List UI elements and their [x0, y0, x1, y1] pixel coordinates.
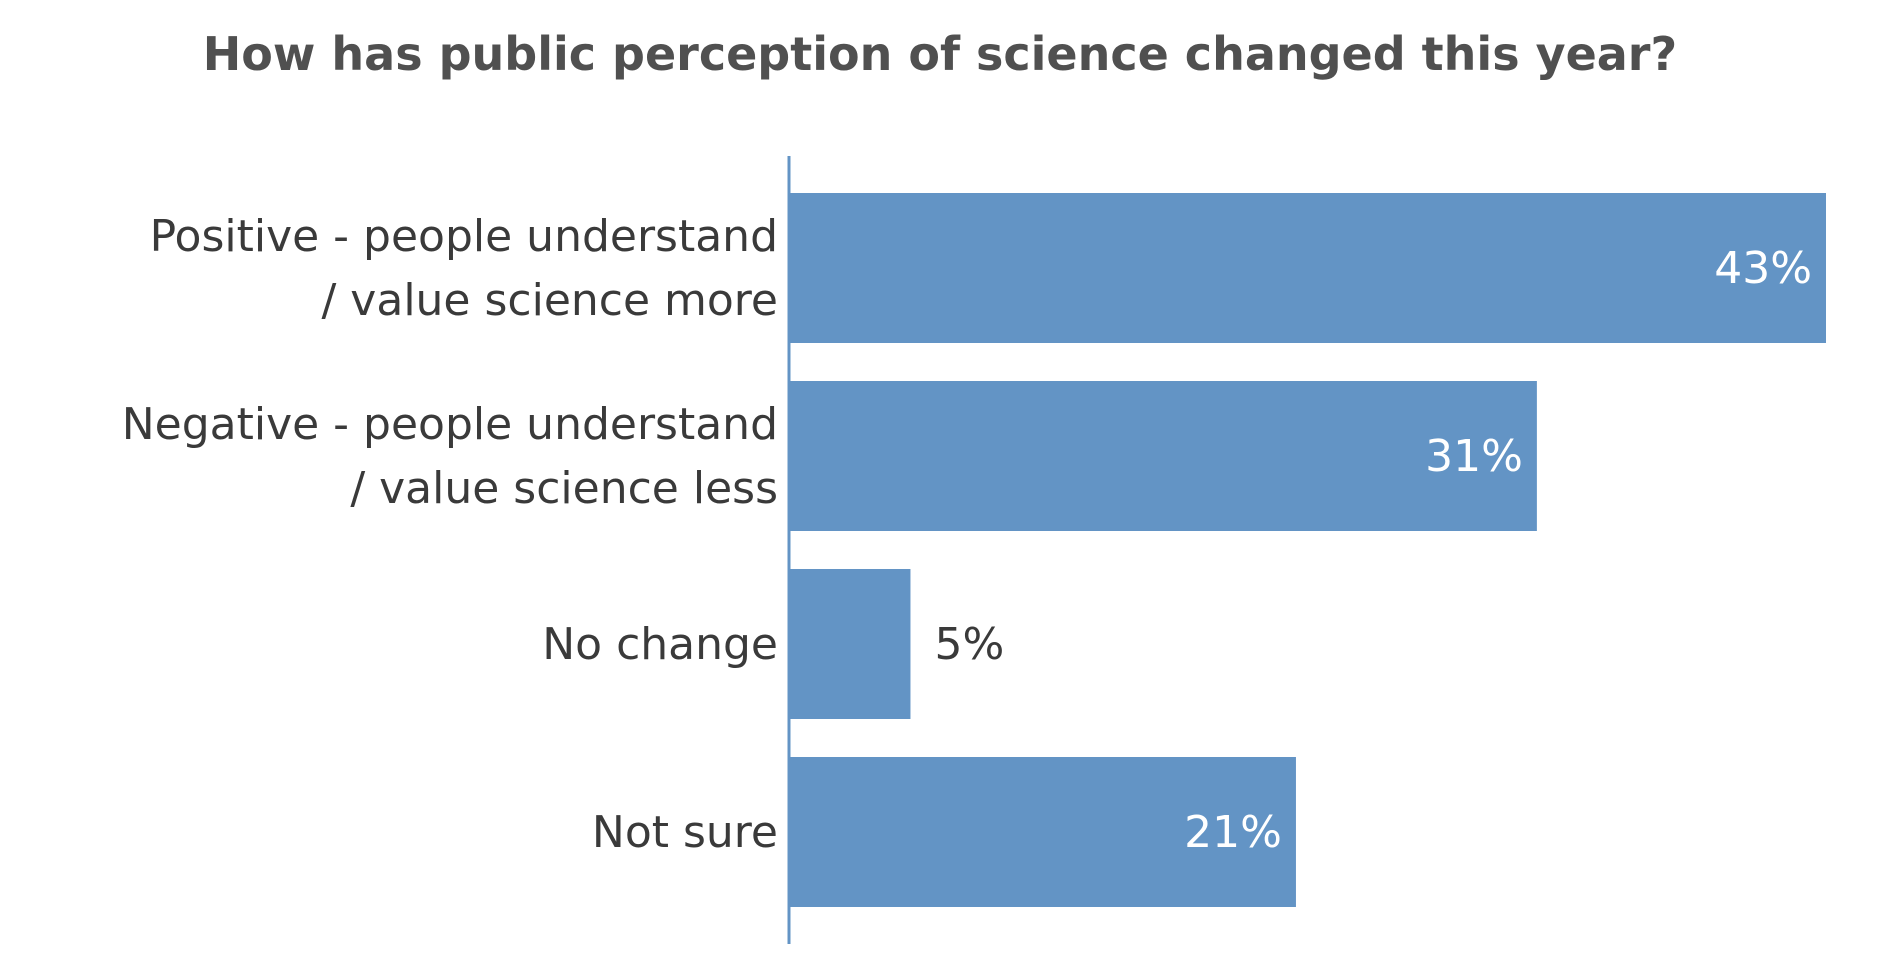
- category-label-line: No change: [542, 619, 778, 670]
- category-label-2: No change: [542, 619, 778, 670]
- bar-1: [790, 381, 1537, 531]
- category-label-line: / value science more: [322, 275, 779, 326]
- bars-group: Positive - people understand / value scie…: [122, 193, 1826, 907]
- bar-2: [790, 569, 911, 719]
- category-label-1: Negative - people understand / value scie…: [122, 399, 778, 514]
- category-label-0: Positive - people understand / value scie…: [150, 211, 778, 326]
- category-label-line: Negative - people understand: [122, 399, 778, 450]
- category-label-line: / value science less: [350, 463, 778, 514]
- category-label-line: Not sure: [592, 807, 778, 858]
- chart-title: How has public perception of science cha…: [203, 27, 1677, 81]
- category-label-3: Not sure: [592, 807, 778, 858]
- data-label-3: 21%: [1184, 807, 1282, 858]
- data-label-0: 43%: [1714, 243, 1812, 294]
- data-label-1: 31%: [1425, 431, 1523, 482]
- data-label-2: 5%: [934, 619, 1004, 670]
- bar-3: [790, 757, 1296, 907]
- category-label-line: Positive - people understand: [150, 211, 778, 262]
- bar-0: [790, 193, 1826, 343]
